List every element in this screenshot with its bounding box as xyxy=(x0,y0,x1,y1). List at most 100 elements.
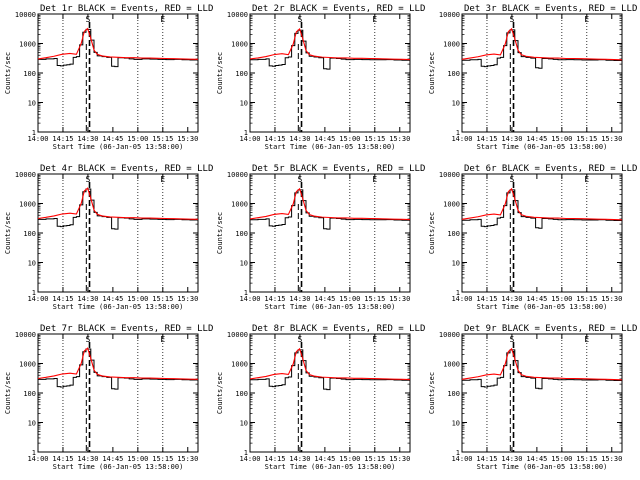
x-axis-label: Start Time (06-Jan-05 13:58:00) xyxy=(265,463,396,471)
y-tick-label: 1 xyxy=(244,449,248,457)
y-tick-label: 100 xyxy=(447,70,460,78)
x-tick-label: 14:45 xyxy=(102,135,123,143)
y-tick-label: 100 xyxy=(23,390,36,398)
x-tick-label: 15:15 xyxy=(364,455,385,463)
x-axis-label: Start Time (06-Jan-05 13:58:00) xyxy=(53,143,184,151)
marker-s-label: S xyxy=(298,15,303,24)
panel-det-8: Det 8r BLACK = Events, RED = LLD Counts/s… xyxy=(216,324,425,471)
y-tick-label: 10000 xyxy=(439,171,460,179)
panel-det-4: Det 4r BLACK = Events, RED = LLD Counts/s… xyxy=(4,164,213,311)
marker-s-label: S xyxy=(86,15,91,24)
plot-frame xyxy=(37,13,199,133)
panel-title: Det 3r BLACK = Events, RED = LLD xyxy=(464,4,637,14)
plot-frame xyxy=(461,333,623,453)
x-tick-label: 15:15 xyxy=(364,135,385,143)
series-events-line xyxy=(38,348,198,390)
y-tick-label: 100 xyxy=(235,230,248,238)
panel-det-7: Det 7r BLACK = Events, RED = LLD Counts/s… xyxy=(4,324,213,471)
x-tick-label: 14:30 xyxy=(501,135,522,143)
series-lld-line xyxy=(462,27,622,61)
x-tick-label: 14:15 xyxy=(264,135,285,143)
series-events-line xyxy=(250,189,410,230)
marker-e-label: E xyxy=(372,335,377,344)
x-tick-label: 14:30 xyxy=(289,135,310,143)
x-tick-label: 15:00 xyxy=(339,135,360,143)
y-tick-label: 10000 xyxy=(15,331,36,339)
x-tick-label: 14:30 xyxy=(289,455,310,463)
x-tick-label: 14:00 xyxy=(451,135,472,143)
series-lld-line xyxy=(250,347,410,381)
series-events-line xyxy=(462,29,622,69)
y-axis-label: Counts/sec xyxy=(216,52,224,94)
y-axis-label: Counts/sec xyxy=(428,372,436,414)
x-tick-label: 15:00 xyxy=(339,295,360,303)
x-tick-label: 15:30 xyxy=(601,455,622,463)
plot-frame xyxy=(249,13,411,133)
marker-s-label: S xyxy=(86,175,91,184)
panel-title: Det 5r BLACK = Events, RED = LLD xyxy=(252,164,425,174)
x-tick-label: 14:30 xyxy=(77,295,98,303)
y-tick-label: 10000 xyxy=(227,171,248,179)
x-axis-label: Start Time (06-Jan-05 13:58:00) xyxy=(477,463,608,471)
y-tick-label: 1000 xyxy=(231,201,248,209)
x-tick-label: 14:00 xyxy=(27,455,48,463)
x-tick-label: 14:15 xyxy=(52,455,73,463)
panel-title: Det 1r BLACK = Events, RED = LLD xyxy=(40,4,213,14)
series-lld-line xyxy=(38,27,198,60)
x-tick-label: 15:15 xyxy=(152,135,173,143)
y-tick-label: 1 xyxy=(456,449,460,457)
marker-s-label: S xyxy=(86,335,91,344)
y-tick-label: 10000 xyxy=(439,11,460,19)
y-tick-label: 10 xyxy=(452,260,460,268)
marker-e-label: E xyxy=(372,175,377,184)
series-events-line xyxy=(38,188,198,230)
marker-s-label: S xyxy=(510,175,515,184)
y-tick-label: 10 xyxy=(28,100,36,108)
x-tick-label: 14:00 xyxy=(239,135,260,143)
y-tick-label: 100 xyxy=(447,390,460,398)
y-tick-label: 100 xyxy=(235,390,248,398)
y-tick-label: 100 xyxy=(23,230,36,238)
marker-e-label: E xyxy=(160,15,165,24)
x-tick-label: 14:00 xyxy=(451,455,472,463)
x-tick-label: 15:00 xyxy=(127,135,148,143)
x-tick-label: 15:30 xyxy=(177,295,198,303)
series-events-line xyxy=(462,349,622,390)
marker-e-label: E xyxy=(584,15,589,24)
x-tick-label: 14:00 xyxy=(27,135,48,143)
y-axis-label: Counts/sec xyxy=(428,212,436,254)
x-tick-label: 14:45 xyxy=(314,295,335,303)
y-axis-label: Counts/sec xyxy=(4,212,12,254)
y-tick-label: 1000 xyxy=(231,41,248,49)
y-tick-label: 1000 xyxy=(19,41,36,49)
x-tick-label: 14:45 xyxy=(314,135,335,143)
y-tick-label: 1000 xyxy=(19,361,36,369)
y-tick-label: 10000 xyxy=(15,171,36,179)
series-lld-line xyxy=(250,187,410,221)
x-tick-label: 14:15 xyxy=(52,135,73,143)
x-tick-label: 14:45 xyxy=(526,455,547,463)
x-tick-label: 15:15 xyxy=(364,295,385,303)
marker-s-label: S xyxy=(510,335,515,344)
x-tick-label: 15:30 xyxy=(389,135,410,143)
y-tick-label: 1000 xyxy=(231,361,248,369)
x-tick-label: 15:00 xyxy=(127,455,148,463)
y-tick-label: 10 xyxy=(28,420,36,428)
x-tick-label: 14:00 xyxy=(239,455,260,463)
series-events-line xyxy=(462,189,622,229)
y-tick-label: 10000 xyxy=(227,331,248,339)
panel-title: Det 2r BLACK = Events, RED = LLD xyxy=(252,4,425,14)
series-lld-line xyxy=(38,347,198,380)
x-tick-label: 14:45 xyxy=(526,135,547,143)
y-axis-label: Counts/sec xyxy=(4,52,12,94)
y-tick-label: 10 xyxy=(240,420,248,428)
x-tick-label: 14:45 xyxy=(102,295,123,303)
x-tick-label: 14:15 xyxy=(264,295,285,303)
series-lld-line xyxy=(462,187,622,221)
plot-frame xyxy=(461,13,623,133)
x-tick-label: 14:15 xyxy=(52,295,73,303)
x-tick-label: 15:30 xyxy=(389,455,410,463)
series-lld-line xyxy=(38,187,198,220)
y-tick-label: 1000 xyxy=(443,41,460,49)
x-tick-label: 15:00 xyxy=(551,455,572,463)
